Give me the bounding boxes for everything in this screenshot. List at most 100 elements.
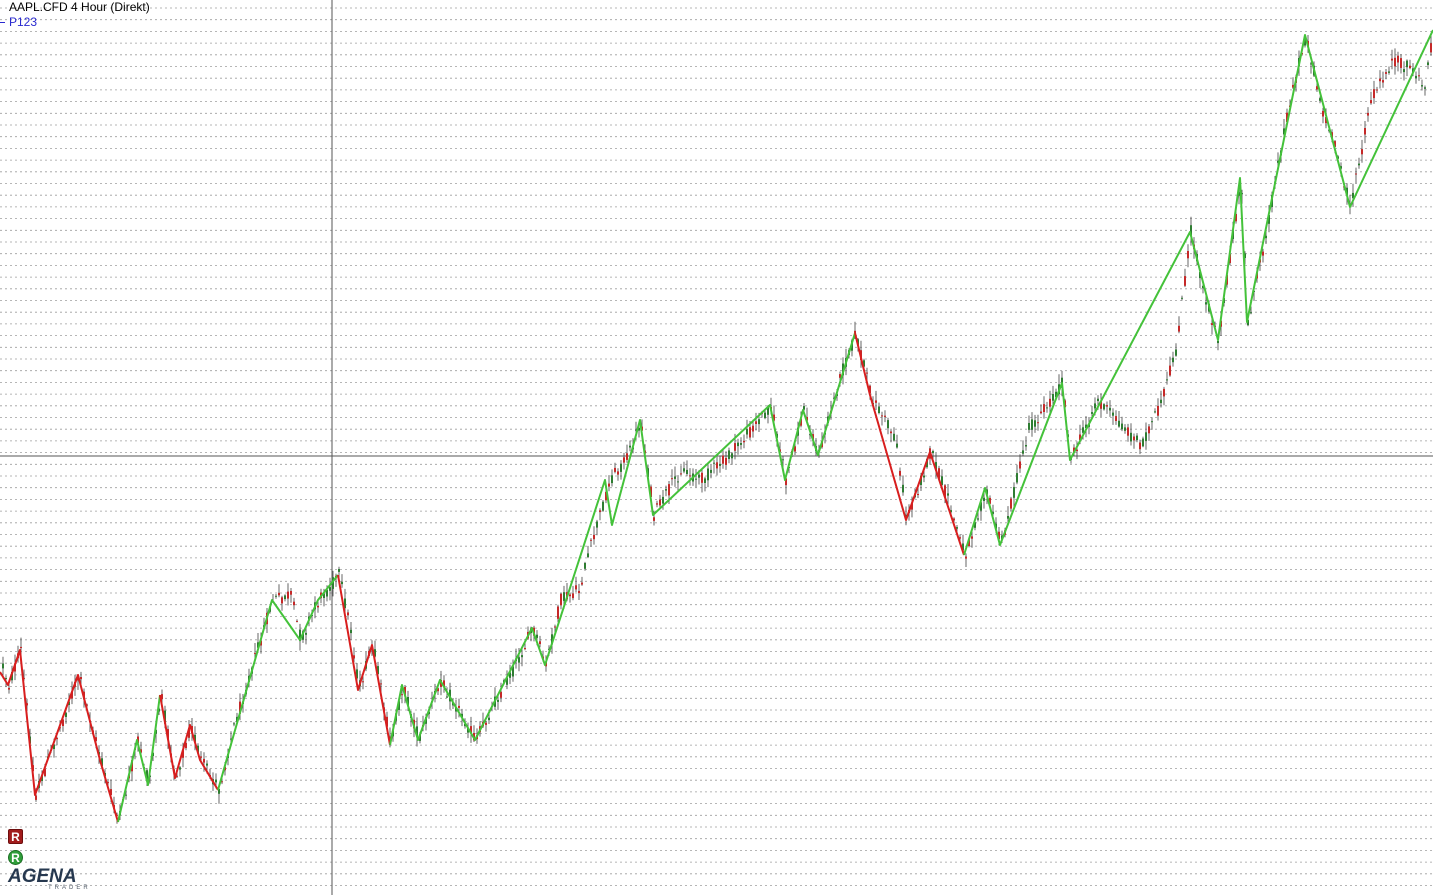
candle-body bbox=[1166, 379, 1168, 381]
candle-body bbox=[182, 750, 184, 758]
candle-body bbox=[1079, 434, 1081, 441]
candle-body bbox=[110, 789, 112, 795]
candle-body bbox=[1319, 98, 1321, 101]
candle-body bbox=[992, 511, 994, 514]
candle-body bbox=[653, 517, 655, 521]
candle-body bbox=[20, 646, 22, 649]
candle-body bbox=[572, 593, 574, 599]
candle-body bbox=[1109, 407, 1111, 411]
candle-body bbox=[254, 652, 256, 654]
candle-body bbox=[284, 595, 286, 600]
candle-body bbox=[1142, 438, 1144, 447]
candle-body bbox=[1415, 75, 1417, 79]
candle-body bbox=[923, 475, 925, 478]
candle-body bbox=[911, 503, 913, 510]
candle-body bbox=[524, 648, 526, 650]
candle-body bbox=[767, 406, 769, 415]
candle-body bbox=[512, 666, 514, 677]
candle-body bbox=[704, 478, 706, 483]
candle-body bbox=[794, 446, 796, 452]
red-r-badge-icon[interactable]: R bbox=[8, 829, 23, 844]
candle-body bbox=[470, 726, 472, 734]
candle-body bbox=[833, 397, 835, 399]
candle-body bbox=[674, 476, 676, 479]
candle-body bbox=[950, 510, 952, 513]
candle-body bbox=[626, 453, 628, 460]
candle-body bbox=[617, 471, 619, 475]
candle-body bbox=[1355, 173, 1357, 175]
candle-body bbox=[800, 418, 802, 426]
candle-body bbox=[947, 493, 949, 496]
candle-body bbox=[1154, 411, 1156, 413]
green-r-badge-icon[interactable]: R bbox=[8, 850, 23, 865]
candle-body bbox=[896, 443, 898, 448]
candle-body bbox=[1304, 39, 1306, 46]
candle-body bbox=[1091, 412, 1093, 414]
candle-body bbox=[1367, 112, 1369, 116]
indicator-label-p123[interactable]: P123 bbox=[9, 15, 38, 29]
candle-body bbox=[716, 462, 718, 469]
candle-body bbox=[944, 485, 946, 498]
candle-body bbox=[968, 539, 970, 547]
candle-body bbox=[1175, 349, 1177, 356]
candle-body bbox=[95, 737, 97, 741]
candle-body bbox=[1391, 58, 1393, 61]
candle-body bbox=[380, 683, 382, 685]
candle-body bbox=[1034, 420, 1036, 427]
candle-body bbox=[290, 591, 292, 595]
candle-body bbox=[386, 716, 388, 727]
candle-body bbox=[941, 476, 943, 485]
candle-body bbox=[233, 723, 235, 725]
candle-body bbox=[602, 501, 604, 511]
candle-body bbox=[899, 470, 901, 476]
candle-body bbox=[1085, 424, 1087, 429]
candle-body bbox=[1094, 403, 1096, 409]
candle-body bbox=[215, 779, 217, 783]
candle-body bbox=[731, 453, 733, 459]
candle-body bbox=[257, 642, 259, 648]
candle-body bbox=[959, 537, 961, 539]
candle-body bbox=[734, 443, 736, 451]
candle-body bbox=[1262, 251, 1264, 256]
candle-body bbox=[596, 521, 598, 528]
candle-body bbox=[563, 592, 565, 601]
candle-body bbox=[866, 372, 868, 374]
candle-body bbox=[1025, 445, 1027, 447]
candle-body bbox=[743, 440, 745, 443]
candle-body bbox=[1340, 166, 1342, 169]
candle-body bbox=[881, 415, 883, 417]
candle-body bbox=[917, 494, 919, 495]
candle-body bbox=[746, 429, 748, 435]
chart-grid bbox=[0, 7, 1433, 886]
candle-body bbox=[287, 591, 289, 599]
candle-body bbox=[464, 723, 466, 727]
candle-body bbox=[629, 445, 631, 448]
candle-body bbox=[1283, 128, 1285, 135]
candle-body bbox=[569, 594, 571, 597]
candle-body bbox=[932, 451, 934, 454]
candle-body bbox=[782, 459, 784, 461]
zigzag-up-line bbox=[389, 332, 856, 746]
candle-body bbox=[338, 569, 340, 572]
candle-body bbox=[260, 640, 262, 646]
candle-body bbox=[518, 657, 520, 663]
candle-body bbox=[1250, 312, 1252, 314]
candle-body bbox=[86, 704, 88, 706]
candle-body bbox=[725, 457, 727, 465]
candle-body bbox=[785, 478, 787, 486]
candle-body bbox=[701, 472, 703, 483]
candle-body bbox=[539, 641, 541, 645]
candle-body bbox=[965, 556, 967, 559]
candle-body bbox=[773, 414, 775, 421]
candle-body bbox=[1046, 407, 1048, 409]
candle-body bbox=[1106, 405, 1108, 407]
candle-body bbox=[1418, 75, 1420, 77]
candle-body bbox=[65, 712, 67, 717]
candle-body bbox=[326, 589, 328, 597]
candle-body bbox=[485, 722, 487, 725]
logo-subtext: TRADER bbox=[48, 885, 91, 891]
candle-body bbox=[377, 666, 379, 675]
